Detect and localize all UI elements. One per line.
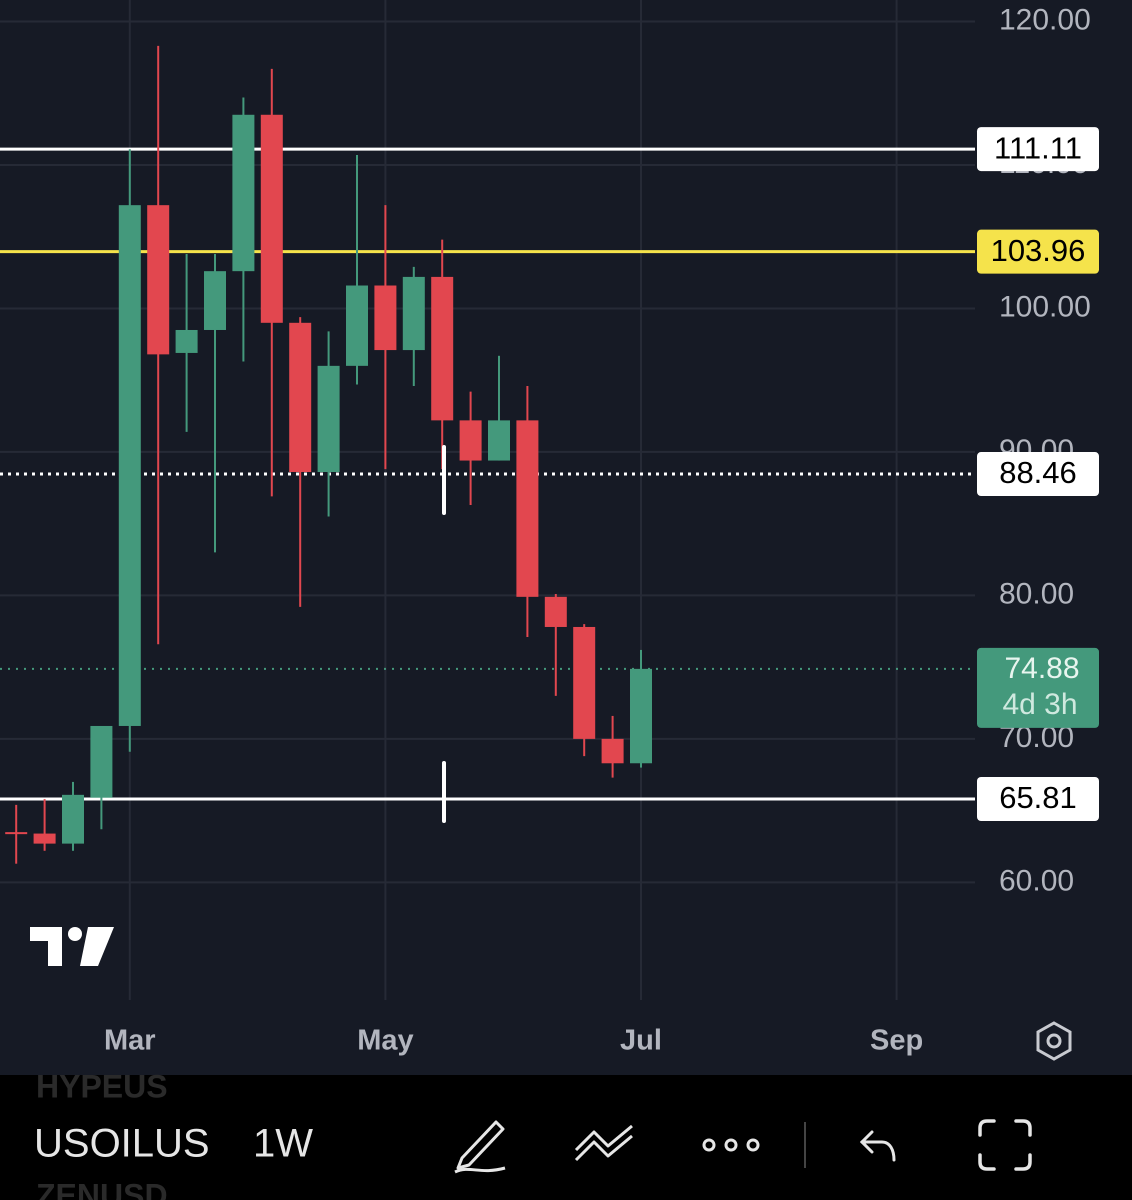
candle-body bbox=[402, 276, 425, 351]
candle-body bbox=[62, 794, 84, 844]
candle-body bbox=[33, 833, 56, 844]
candle-body bbox=[317, 365, 340, 473]
toolbar bbox=[0, 1075, 1132, 1200]
candle-body bbox=[204, 271, 226, 330]
countdown-label: 4d 3h bbox=[1002, 688, 1077, 721]
candle-body bbox=[90, 725, 113, 798]
y-tick-label: 60.00 bbox=[999, 864, 1074, 897]
candle-body bbox=[5, 832, 28, 835]
candle-body bbox=[544, 596, 567, 627]
candle-body bbox=[601, 738, 624, 764]
candle-body bbox=[431, 276, 454, 421]
last-price-box bbox=[977, 647, 1099, 728]
candle-body bbox=[289, 322, 312, 473]
logo bbox=[30, 927, 114, 966]
candle-body bbox=[459, 420, 482, 461]
settings-button[interactable] bbox=[1036, 1021, 1072, 1061]
symbol-fade bbox=[210, 1120, 240, 1175]
level-label-box bbox=[977, 776, 1099, 821]
candle-body bbox=[374, 285, 397, 351]
level-label-box bbox=[977, 229, 1099, 274]
last-price-label: 74.88 bbox=[1004, 652, 1079, 685]
candle-body bbox=[516, 420, 539, 597]
fullscreen-button[interactable] bbox=[978, 1119, 1032, 1171]
draw-button[interactable] bbox=[454, 1120, 506, 1174]
x-tick-label: Mar bbox=[104, 1025, 156, 1057]
x-tick-label: Sep bbox=[870, 1025, 923, 1057]
y-tick-label: 100.00 bbox=[999, 290, 1091, 323]
level-label: 65.81 bbox=[999, 780, 1077, 815]
interval[interactable]: 1W bbox=[253, 1122, 313, 1166]
next-symbol[interactable]: ZENUSD bbox=[36, 1177, 168, 1200]
candle-body bbox=[260, 114, 283, 323]
candle-body bbox=[175, 329, 198, 353]
candle-body bbox=[346, 285, 368, 366]
y-tick-label: 80.00 bbox=[999, 577, 1074, 610]
candle-body bbox=[232, 114, 255, 272]
candles bbox=[5, 45, 652, 864]
level-label: 111.11 bbox=[994, 130, 1082, 165]
level-label: 103.96 bbox=[991, 233, 1086, 268]
price-axis: 60.0070.0080.0090.00100.00110.00120.00Ma… bbox=[104, 3, 1099, 1057]
level-label-box bbox=[977, 452, 1099, 497]
candle-body bbox=[488, 420, 510, 461]
chart-background bbox=[0, 0, 1132, 1075]
prev-symbol[interactable]: HYPEUS bbox=[36, 1068, 168, 1104]
candle-body bbox=[147, 205, 170, 355]
candle-body bbox=[630, 668, 652, 764]
grid bbox=[0, 0, 975, 1000]
x-tick-label: May bbox=[357, 1025, 413, 1057]
symbol[interactable]: USOILUS bbox=[34, 1122, 210, 1166]
candle-body bbox=[118, 205, 141, 726]
undo-button[interactable] bbox=[859, 1130, 896, 1162]
level-label: 88.46 bbox=[999, 455, 1077, 490]
more-button[interactable] bbox=[702, 1138, 760, 1152]
y-tick-label: 120.00 bbox=[999, 3, 1091, 36]
level-label-box bbox=[977, 127, 1099, 172]
x-tick-label: Jul bbox=[620, 1025, 662, 1057]
indicators-button[interactable] bbox=[574, 1124, 633, 1162]
candle-body bbox=[573, 626, 596, 739]
